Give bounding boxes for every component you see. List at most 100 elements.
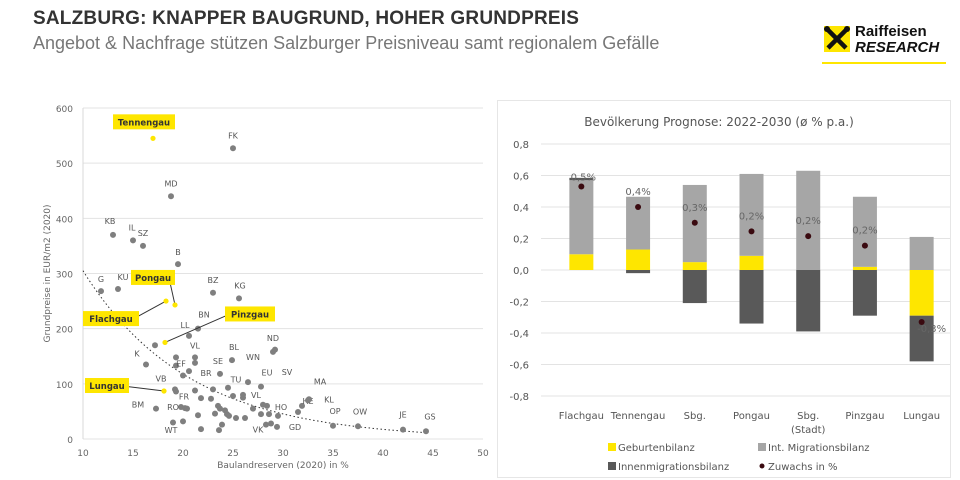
region-label-box bbox=[83, 311, 139, 327]
data-point bbox=[152, 342, 158, 349]
point-label: HO bbox=[275, 403, 287, 412]
logo-text-raiffeisen: Raiffeisen bbox=[855, 23, 927, 40]
bar-segment bbox=[682, 270, 707, 304]
point-label: WN bbox=[246, 353, 260, 362]
data-point bbox=[260, 401, 266, 408]
data-point bbox=[219, 421, 225, 428]
trendline bbox=[82, 270, 429, 434]
data-point bbox=[217, 405, 223, 412]
data-point bbox=[180, 372, 186, 379]
data-label: 0,2% bbox=[739, 211, 764, 222]
bar-segment bbox=[626, 270, 651, 274]
data-point bbox=[229, 357, 235, 364]
data-point bbox=[263, 421, 269, 428]
logo-text-research: RESEARCH bbox=[855, 39, 940, 56]
point-label: BN bbox=[198, 311, 209, 320]
point-label: FK bbox=[228, 131, 239, 140]
data-point bbox=[170, 419, 176, 426]
data-point bbox=[192, 354, 198, 361]
y-tick-label: -0,4 bbox=[509, 329, 529, 340]
point-label: B bbox=[175, 248, 181, 257]
data-point bbox=[180, 418, 186, 425]
data-point bbox=[330, 422, 336, 429]
data-point bbox=[184, 405, 190, 412]
y-axis-title: Grundpreise in EUR/m2 (2020) bbox=[43, 204, 53, 342]
data-point bbox=[192, 387, 198, 394]
bar-segment bbox=[569, 180, 594, 255]
data-point bbox=[195, 412, 201, 419]
y-tick-label: 500 bbox=[56, 160, 73, 170]
legend-label: Int. Migrationsbilanz bbox=[768, 443, 870, 454]
raiffeisen-research-logo: Raiffeisen RESEARCH bbox=[822, 22, 952, 66]
x-tick-label: 10 bbox=[77, 449, 89, 459]
bar-segment bbox=[626, 249, 651, 270]
point-label: EF bbox=[176, 360, 186, 369]
legend-swatch bbox=[758, 443, 766, 451]
y-tick-label: -0,2 bbox=[509, 298, 529, 309]
bar-segment bbox=[796, 170, 821, 270]
data-point bbox=[272, 346, 278, 353]
data-label: 0,3% bbox=[682, 203, 707, 214]
data-point bbox=[130, 237, 136, 244]
data-label: 0,2% bbox=[796, 216, 821, 227]
region-label-box bbox=[85, 378, 129, 394]
page-subtitle: Angebot & Nachfrage stützen Salzburger P… bbox=[33, 33, 660, 53]
region-label-box bbox=[113, 114, 175, 130]
data-point bbox=[295, 408, 301, 415]
data-point bbox=[173, 388, 179, 395]
y-tick-label: -0,6 bbox=[509, 361, 529, 372]
data-point bbox=[250, 405, 256, 412]
y-tick-label: 200 bbox=[56, 326, 73, 336]
data-point bbox=[140, 242, 146, 249]
region-label-box bbox=[225, 306, 275, 322]
highlighted-point bbox=[172, 302, 178, 308]
point-label: IL bbox=[129, 223, 136, 232]
data-point bbox=[98, 288, 104, 295]
legend-swatch bbox=[759, 463, 765, 469]
point-label: OP bbox=[329, 407, 340, 416]
highlighted-point bbox=[162, 339, 168, 346]
point-label: KB bbox=[105, 217, 116, 226]
growth-dot bbox=[691, 219, 698, 226]
data-label: -0,3% bbox=[917, 324, 946, 335]
point-label: KG bbox=[234, 281, 245, 290]
growth-dot bbox=[635, 204, 642, 210]
point-label: VL bbox=[251, 391, 261, 400]
y-tick-label: -0,8 bbox=[509, 392, 529, 403]
point-label: MD bbox=[164, 179, 177, 188]
point-label: BR bbox=[200, 369, 211, 378]
highlighted-point bbox=[163, 298, 169, 304]
data-point bbox=[240, 394, 246, 401]
x-tick-label: 30 bbox=[277, 449, 289, 459]
data-point bbox=[268, 420, 274, 427]
data-point bbox=[242, 415, 248, 422]
data-point bbox=[226, 412, 232, 419]
category-label: Lungau bbox=[903, 411, 940, 422]
data-point bbox=[217, 370, 223, 377]
point-label: VK bbox=[253, 426, 264, 435]
bar-segment bbox=[739, 255, 764, 270]
data-point bbox=[175, 261, 181, 268]
point-label: GS bbox=[424, 412, 435, 421]
point-label: EU bbox=[262, 369, 273, 378]
category-label: Tennengau bbox=[610, 411, 666, 422]
region-label: Tennengau bbox=[118, 118, 170, 128]
y-tick-label: 300 bbox=[56, 271, 73, 281]
data-point bbox=[143, 361, 149, 368]
point-label: ND bbox=[267, 334, 279, 343]
x-tick-label: 15 bbox=[127, 449, 138, 459]
point-label: VL bbox=[190, 341, 200, 350]
point-label: VB bbox=[156, 374, 167, 383]
growth-dot bbox=[918, 318, 925, 325]
legend-swatch bbox=[608, 462, 616, 470]
x-tick-label: 25 bbox=[227, 449, 238, 459]
point-label: WT bbox=[165, 426, 178, 435]
region-label: Pinzgau bbox=[231, 310, 269, 320]
point-label: TU bbox=[230, 376, 242, 385]
data-label: 0,2% bbox=[852, 226, 877, 237]
point-label: BM bbox=[132, 401, 144, 410]
data-point bbox=[274, 423, 280, 430]
region-label: Lungau bbox=[89, 382, 124, 392]
y-tick-label: 100 bbox=[56, 381, 73, 391]
point-label: GD bbox=[289, 423, 301, 432]
